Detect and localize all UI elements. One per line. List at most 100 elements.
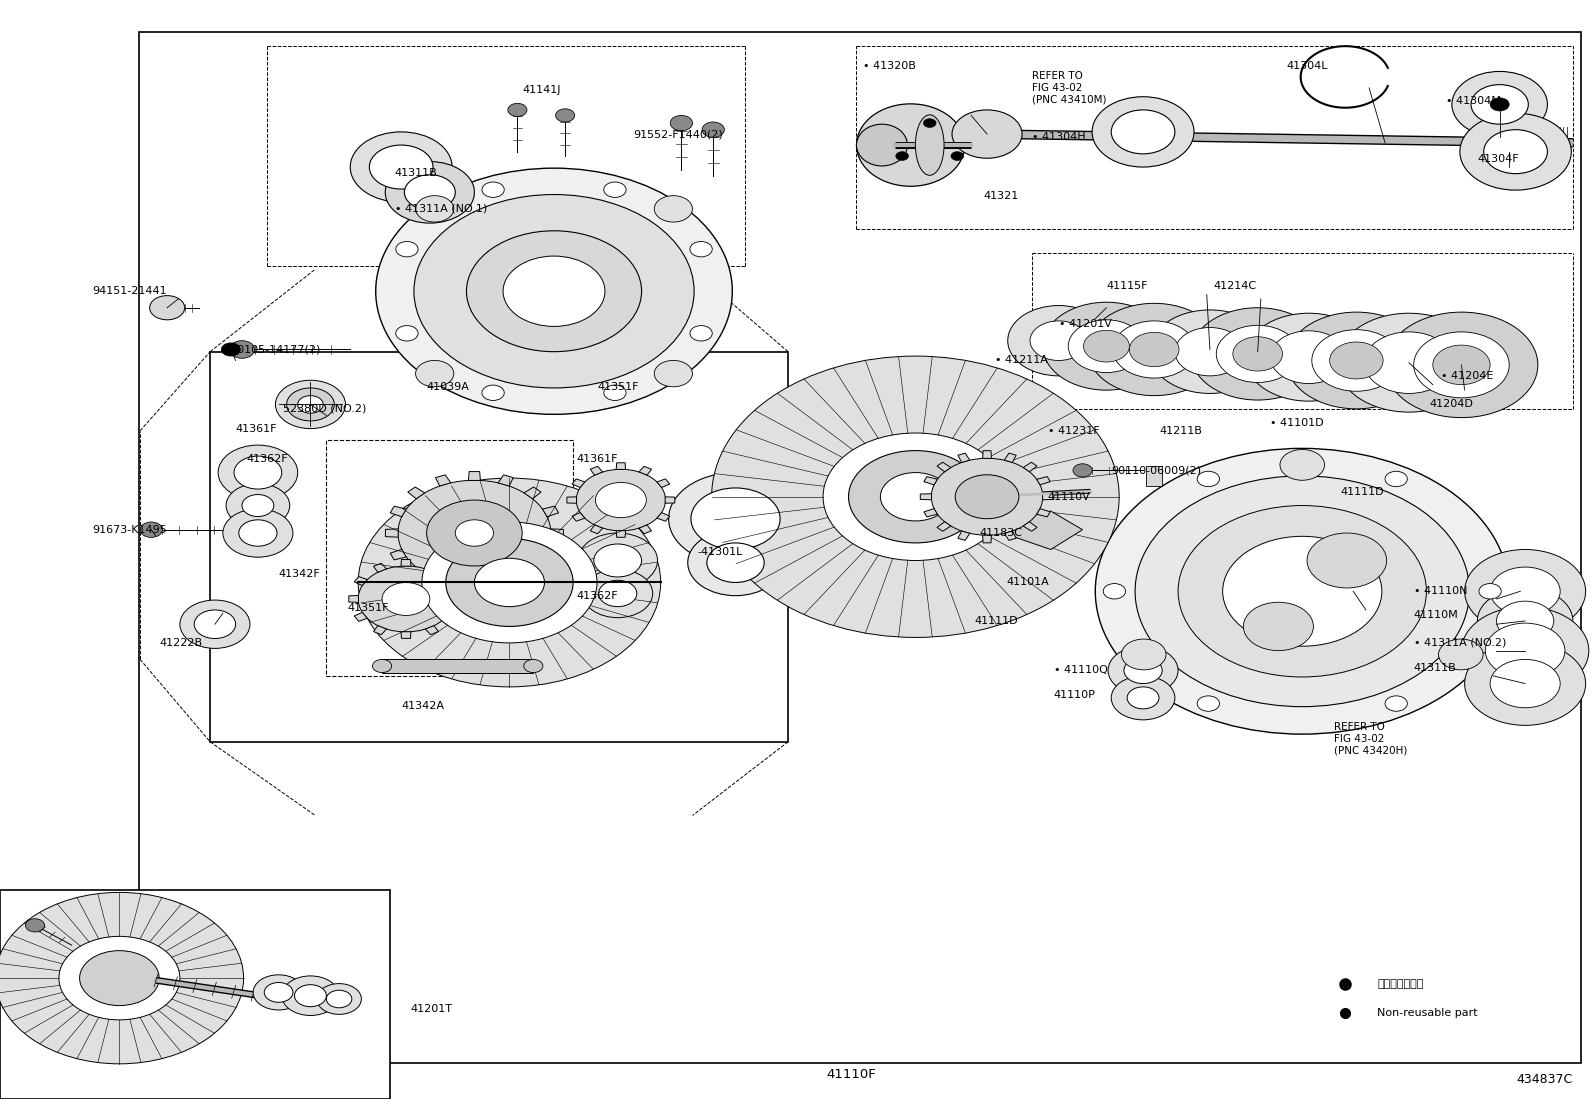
Circle shape xyxy=(253,975,304,1010)
Polygon shape xyxy=(425,625,438,634)
Circle shape xyxy=(1197,471,1219,487)
Polygon shape xyxy=(923,477,938,485)
Circle shape xyxy=(1414,332,1509,398)
Circle shape xyxy=(350,132,452,202)
Circle shape xyxy=(373,659,392,673)
Circle shape xyxy=(0,892,244,1064)
Text: 41110V: 41110V xyxy=(1048,491,1091,502)
Circle shape xyxy=(396,242,419,257)
Polygon shape xyxy=(1024,463,1036,471)
Circle shape xyxy=(931,458,1043,535)
Circle shape xyxy=(140,522,162,537)
Circle shape xyxy=(1232,336,1283,371)
Circle shape xyxy=(1484,130,1547,174)
Circle shape xyxy=(670,115,693,131)
Circle shape xyxy=(1477,588,1573,654)
Text: REFER TO
FIG 43-02
(PNC 43410M): REFER TO FIG 43-02 (PNC 43410M) xyxy=(1032,71,1106,104)
Circle shape xyxy=(594,544,642,577)
Polygon shape xyxy=(524,567,541,579)
Circle shape xyxy=(688,530,783,596)
Text: 41214C: 41214C xyxy=(1213,280,1256,291)
Circle shape xyxy=(1135,476,1469,707)
Polygon shape xyxy=(385,529,398,537)
Polygon shape xyxy=(468,471,481,480)
Circle shape xyxy=(398,480,551,586)
Circle shape xyxy=(422,522,597,643)
Polygon shape xyxy=(444,612,457,621)
Polygon shape xyxy=(444,577,457,586)
Text: • 41101D: • 41101D xyxy=(1270,418,1325,429)
Circle shape xyxy=(524,659,543,673)
Text: 41351F: 41351F xyxy=(347,602,388,613)
Circle shape xyxy=(1043,302,1170,390)
Polygon shape xyxy=(436,580,451,591)
Polygon shape xyxy=(638,525,651,534)
Polygon shape xyxy=(1036,509,1051,517)
Circle shape xyxy=(1095,448,1509,734)
Circle shape xyxy=(1307,533,1387,588)
Text: 41111D: 41111D xyxy=(974,615,1017,626)
Circle shape xyxy=(952,110,1022,158)
Circle shape xyxy=(1465,642,1586,725)
Circle shape xyxy=(1490,98,1509,111)
Circle shape xyxy=(180,600,250,648)
Circle shape xyxy=(156,300,178,315)
Circle shape xyxy=(239,520,277,546)
Circle shape xyxy=(1485,623,1565,678)
Circle shape xyxy=(223,509,293,557)
Ellipse shape xyxy=(856,104,965,186)
Bar xyxy=(382,659,533,673)
Polygon shape xyxy=(543,550,559,559)
Circle shape xyxy=(446,539,573,626)
Text: • 41304M: • 41304M xyxy=(1446,96,1500,107)
Circle shape xyxy=(578,533,657,588)
Circle shape xyxy=(595,482,646,518)
Polygon shape xyxy=(1024,522,1036,531)
Text: 94151-21441: 94151-21441 xyxy=(92,286,167,297)
Text: • 41211A: • 41211A xyxy=(995,355,1048,366)
Text: 41342A: 41342A xyxy=(401,700,444,711)
Polygon shape xyxy=(543,507,559,517)
Text: • 41201V: • 41201V xyxy=(1059,319,1111,330)
Circle shape xyxy=(298,396,323,413)
Bar xyxy=(0,890,390,1099)
Circle shape xyxy=(1479,584,1501,599)
Circle shape xyxy=(1111,110,1175,154)
Circle shape xyxy=(707,543,764,582)
Circle shape xyxy=(503,256,605,326)
Circle shape xyxy=(474,558,544,607)
Bar xyxy=(326,440,573,676)
Circle shape xyxy=(1113,321,1196,378)
Circle shape xyxy=(1030,321,1087,360)
Polygon shape xyxy=(355,577,368,586)
Polygon shape xyxy=(401,632,411,639)
Polygon shape xyxy=(920,493,931,500)
Text: -41301L: -41301L xyxy=(697,546,743,557)
Text: • 90105-14177(2): • 90105-14177(2) xyxy=(220,344,320,355)
Circle shape xyxy=(508,103,527,116)
Polygon shape xyxy=(524,487,541,499)
Text: 91552-F1440(2): 91552-F1440(2) xyxy=(634,129,723,140)
Text: 再使用不可部品: 再使用不可部品 xyxy=(1377,978,1423,989)
Polygon shape xyxy=(498,475,513,486)
Circle shape xyxy=(1490,659,1560,708)
Circle shape xyxy=(59,936,180,1020)
Text: 41211B: 41211B xyxy=(1159,425,1202,436)
Circle shape xyxy=(691,488,780,550)
Circle shape xyxy=(1452,71,1547,137)
Circle shape xyxy=(556,109,575,122)
Text: 90110-06009(2): 90110-06009(2) xyxy=(1111,465,1202,476)
Circle shape xyxy=(1337,313,1481,412)
Circle shape xyxy=(25,919,45,932)
Polygon shape xyxy=(638,466,651,475)
Text: • 41110N: • 41110N xyxy=(1414,586,1468,597)
Text: • 41304H: • 41304H xyxy=(1032,132,1086,143)
Polygon shape xyxy=(401,559,411,566)
Circle shape xyxy=(702,122,724,137)
Circle shape xyxy=(80,951,159,1006)
Circle shape xyxy=(1121,639,1165,669)
Circle shape xyxy=(218,445,298,500)
Circle shape xyxy=(234,456,282,489)
Polygon shape xyxy=(958,453,970,463)
Circle shape xyxy=(221,343,240,356)
